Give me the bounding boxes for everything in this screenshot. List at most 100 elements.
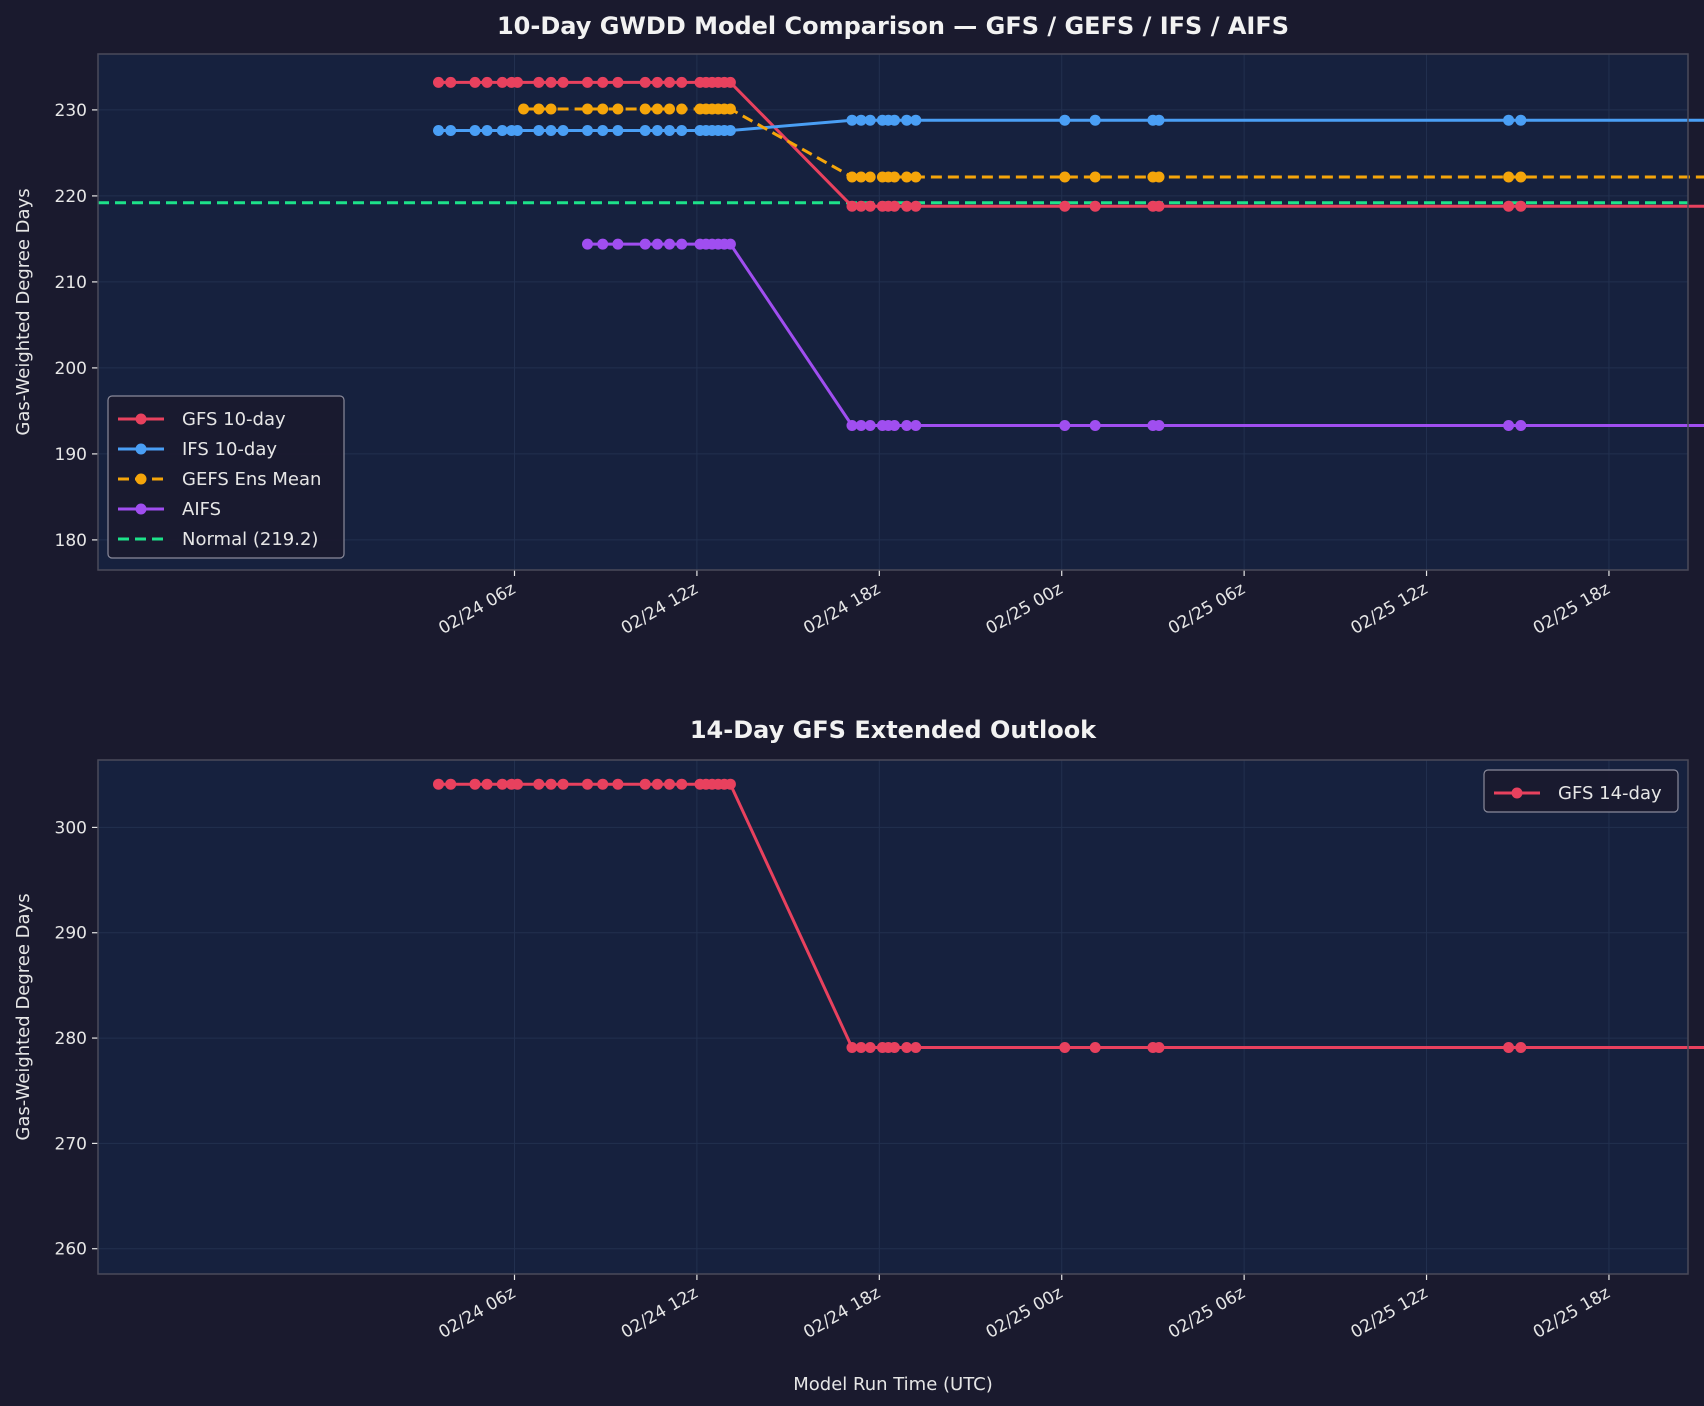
- data-point: [1154, 1042, 1165, 1053]
- data-point: [676, 77, 687, 88]
- data-point: [433, 125, 444, 136]
- data-point: [652, 104, 663, 115]
- data-point: [546, 104, 557, 115]
- legend-swatch-marker: [136, 414, 147, 425]
- data-point: [1515, 420, 1526, 431]
- y-tick-label: 200: [55, 359, 87, 379]
- data-point: [725, 77, 736, 88]
- data-point: [865, 201, 876, 212]
- data-point: [640, 239, 651, 250]
- data-point: [652, 77, 663, 88]
- y-tick-label: 220: [55, 187, 87, 207]
- chart-title: 10-Day GWDD Model Comparison — GFS / GEF…: [497, 12, 1289, 40]
- data-point: [482, 779, 493, 790]
- data-point: [664, 77, 675, 88]
- data-point: [1059, 420, 1070, 431]
- data-point: [664, 779, 675, 790]
- legend-swatch-marker: [136, 474, 147, 485]
- data-point: [582, 104, 593, 115]
- data-point: [1090, 115, 1101, 126]
- data-point: [725, 779, 736, 790]
- y-tick-label: 210: [55, 273, 87, 293]
- data-point: [640, 104, 651, 115]
- data-point: [597, 125, 608, 136]
- y-tick-label: 280: [55, 1029, 87, 1049]
- data-point: [597, 77, 608, 88]
- data-point: [597, 239, 608, 250]
- data-point: [533, 104, 544, 115]
- data-point: [1515, 1042, 1526, 1053]
- plot-area: [98, 760, 1688, 1274]
- data-point: [612, 779, 623, 790]
- data-point: [597, 779, 608, 790]
- legend-swatch-marker: [136, 444, 147, 455]
- data-point: [558, 125, 569, 136]
- data-point: [558, 779, 569, 790]
- data-point: [652, 125, 663, 136]
- data-point: [725, 104, 736, 115]
- data-point: [640, 77, 651, 88]
- y-axis-label: Gas-Weighted Degree Days: [13, 893, 34, 1140]
- data-point: [445, 77, 456, 88]
- legend-label: GFS 10-day: [182, 409, 286, 430]
- legend-label: GEFS Ens Mean: [182, 469, 321, 490]
- data-point: [889, 1042, 900, 1053]
- data-point: [1515, 201, 1526, 212]
- y-tick-label: 290: [55, 924, 87, 944]
- data-point: [433, 779, 444, 790]
- data-point: [612, 77, 623, 88]
- data-point: [558, 77, 569, 88]
- data-point: [664, 239, 675, 250]
- data-point: [865, 1042, 876, 1053]
- data-point: [612, 125, 623, 136]
- data-point: [1515, 115, 1526, 126]
- data-point: [640, 125, 651, 136]
- data-point: [612, 104, 623, 115]
- data-point: [582, 125, 593, 136]
- data-point: [910, 1042, 921, 1053]
- data-point: [1090, 1042, 1101, 1053]
- data-point: [676, 125, 687, 136]
- data-point: [470, 779, 481, 790]
- data-point: [1154, 201, 1165, 212]
- data-point: [664, 125, 675, 136]
- y-tick-label: 270: [55, 1134, 87, 1154]
- data-point: [1503, 420, 1514, 431]
- data-point: [1059, 115, 1070, 126]
- legend-label: IFS 10-day: [182, 439, 277, 460]
- data-point: [597, 104, 608, 115]
- legend-label: GFS 14-day: [1558, 783, 1662, 804]
- legend: GFS 14-day: [1484, 770, 1678, 812]
- data-point: [664, 104, 675, 115]
- data-point: [546, 125, 557, 136]
- data-point: [445, 125, 456, 136]
- data-point: [1090, 420, 1101, 431]
- data-point: [433, 77, 444, 88]
- y-tick-label: 230: [55, 101, 87, 121]
- y-tick-label: 260: [55, 1240, 87, 1260]
- legend-label: AIFS: [182, 499, 221, 520]
- data-point: [518, 104, 529, 115]
- data-point: [512, 779, 523, 790]
- data-point: [1090, 172, 1101, 183]
- data-point: [1090, 201, 1101, 212]
- data-point: [546, 77, 557, 88]
- data-point: [889, 115, 900, 126]
- data-point: [865, 420, 876, 431]
- data-point: [652, 779, 663, 790]
- data-point: [470, 125, 481, 136]
- data-point: [865, 115, 876, 126]
- data-point: [910, 420, 921, 431]
- data-point: [512, 125, 523, 136]
- data-point: [676, 239, 687, 250]
- data-point: [582, 77, 593, 88]
- data-point: [865, 172, 876, 183]
- data-point: [652, 239, 663, 250]
- data-point: [1059, 201, 1070, 212]
- data-point: [533, 77, 544, 88]
- data-point: [1059, 172, 1070, 183]
- data-point: [1503, 172, 1514, 183]
- data-point: [1503, 1042, 1514, 1053]
